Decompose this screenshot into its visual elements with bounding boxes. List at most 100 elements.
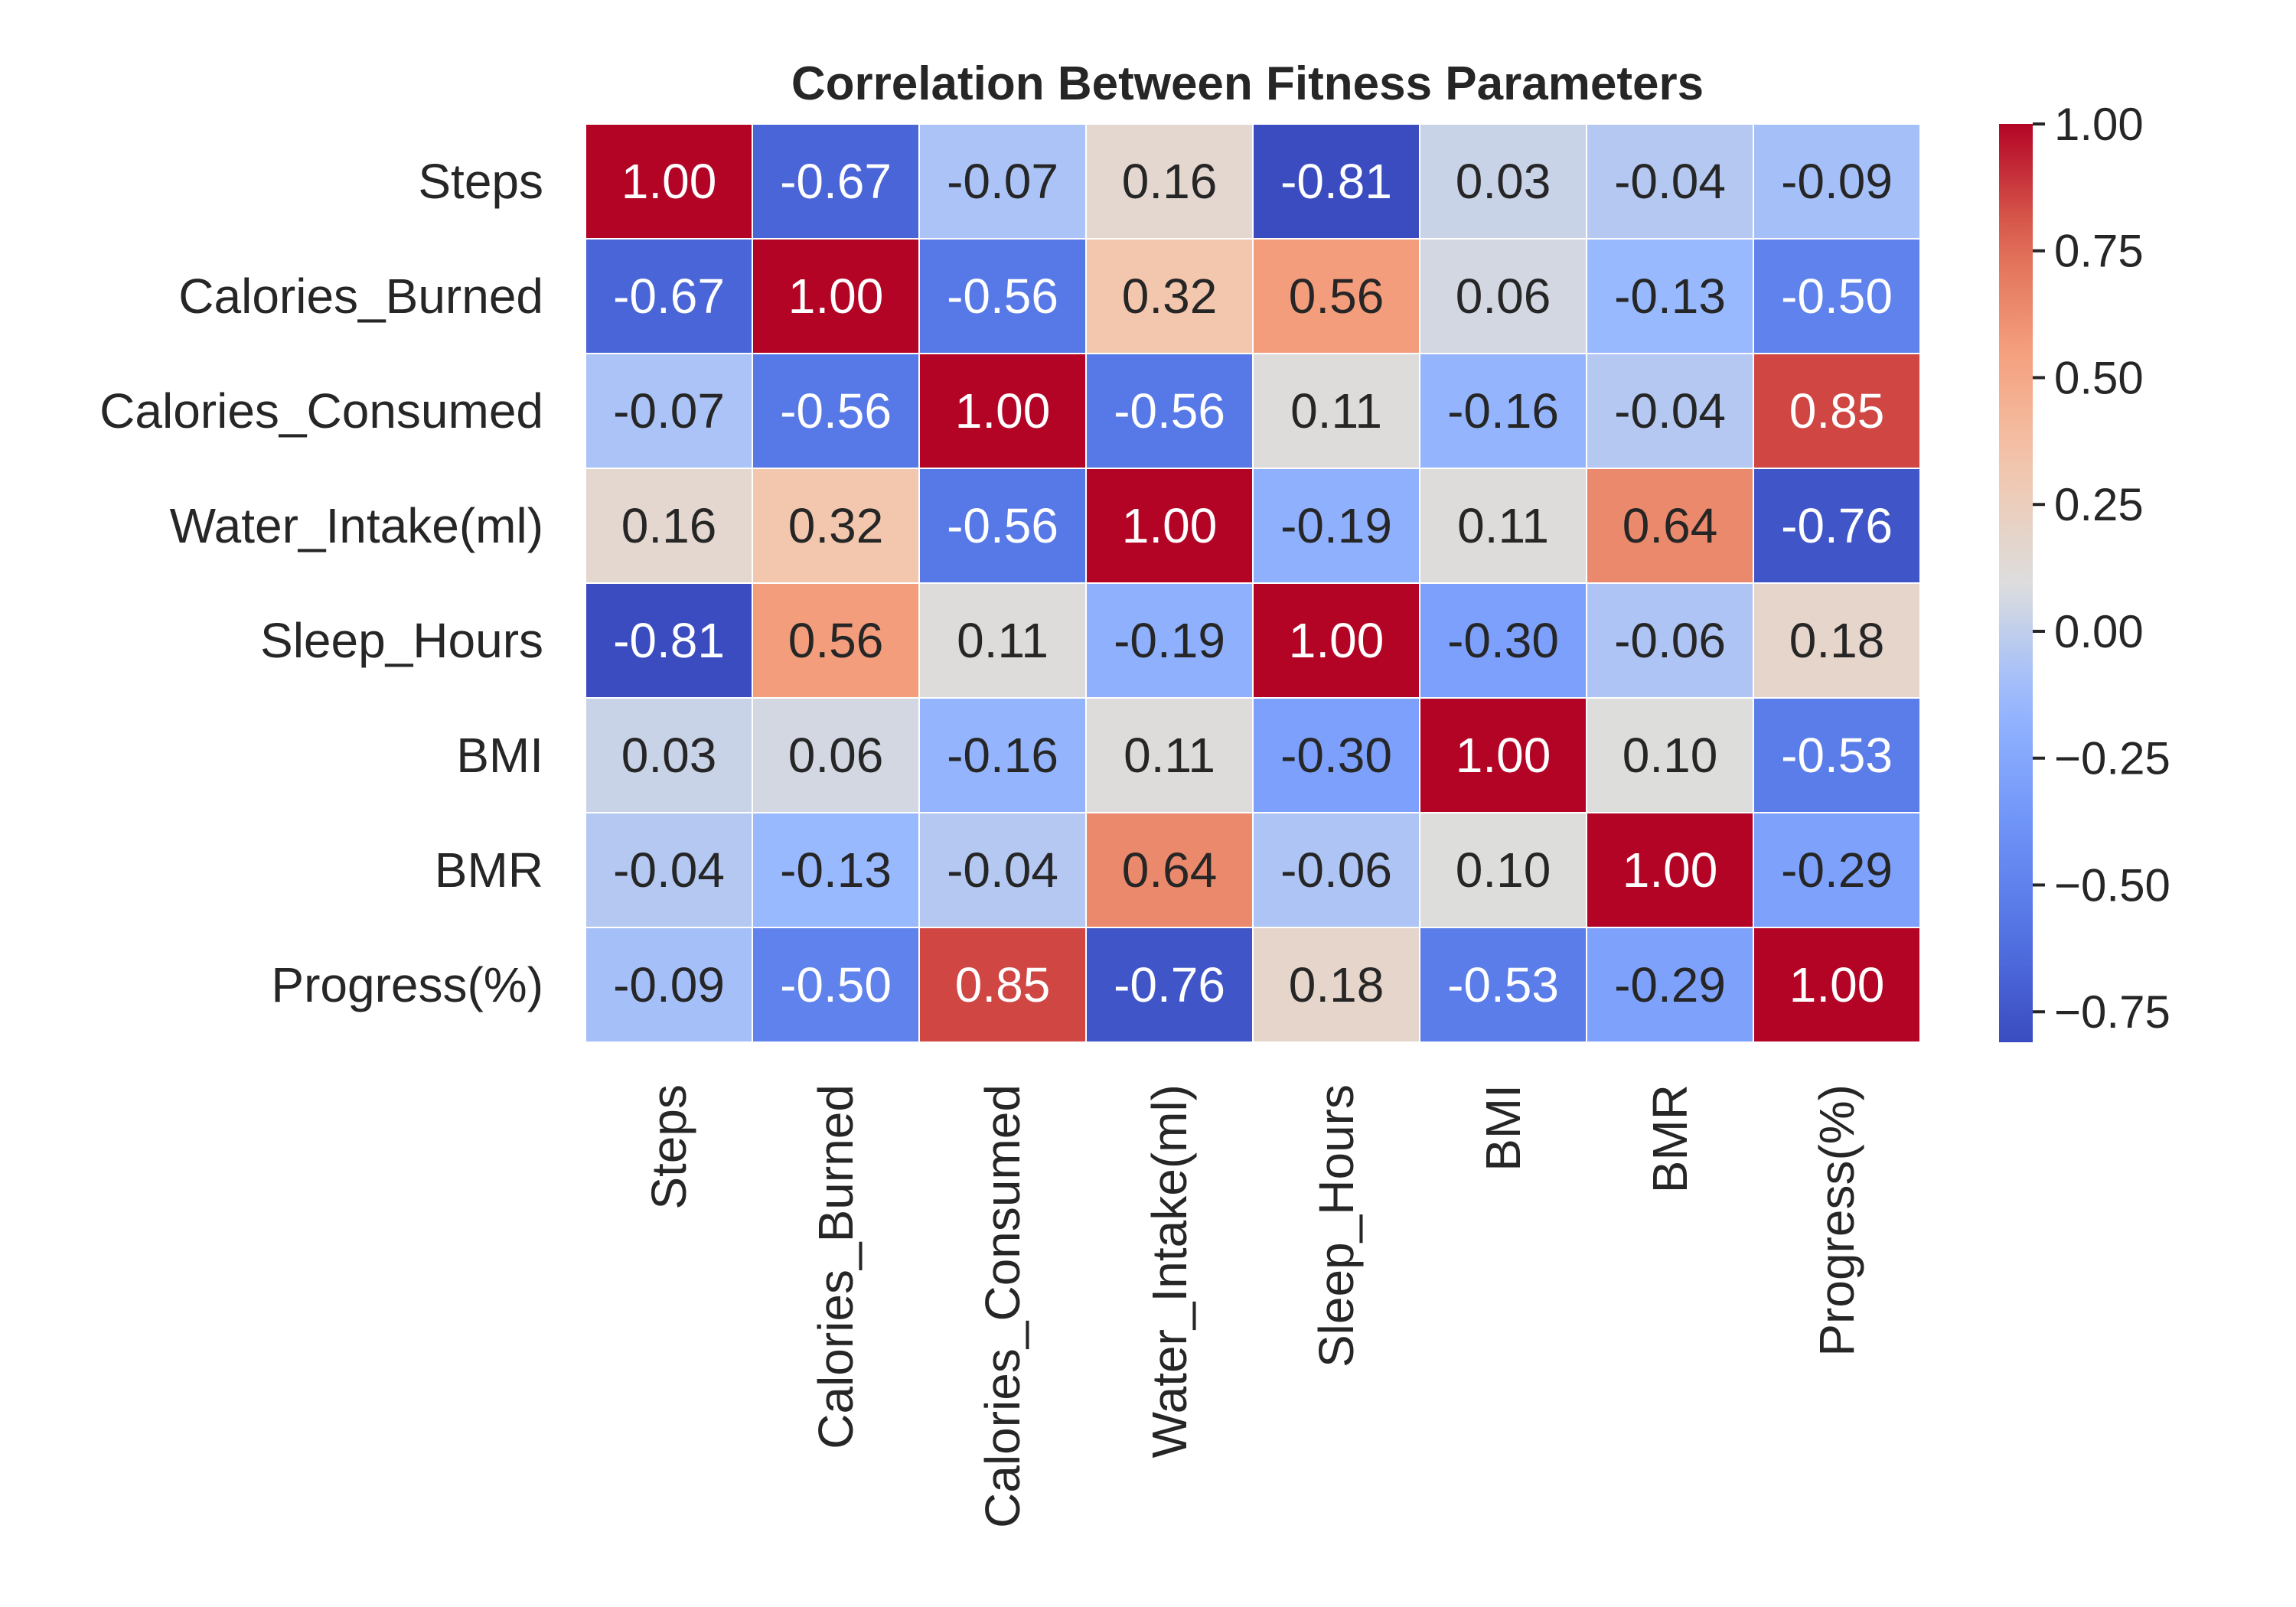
heatmap-cell: [585, 927, 753, 1043]
cell-value-label: -0.76: [1114, 957, 1225, 1012]
cell-value-label: -0.76: [1781, 498, 1893, 553]
cell-value-label: 0.56: [788, 613, 884, 668]
heatmap-cell: [1085, 468, 1254, 584]
x-tick-label: BMI: [1476, 1084, 1531, 1172]
cell-value-label: 1.00: [788, 269, 884, 324]
x-tick-label: Sleep_Hours: [1309, 1084, 1364, 1367]
cell-value-label: 0.16: [1122, 154, 1218, 209]
heatmap-cell: [1252, 238, 1420, 354]
cell-value-label: 0.03: [1456, 154, 1551, 209]
colorbar-tick-label: −0.25: [2054, 733, 2170, 784]
y-tick-label: BMI: [456, 728, 543, 783]
x-tick-label: BMR: [1642, 1084, 1698, 1193]
cell-value-label: 1.00: [955, 383, 1051, 438]
cell-value-label: -0.30: [1280, 728, 1392, 783]
heatmap-cell: [918, 353, 1087, 469]
cell-value-label: -0.56: [947, 269, 1058, 324]
heatmap-cell: [1085, 353, 1254, 469]
colorbar-tick-label: 0.50: [2054, 352, 2144, 403]
heatmap-cell: [1419, 927, 1587, 1043]
colorbar-tick-label: −0.50: [2054, 859, 2170, 911]
cell-value-label: -0.19: [1114, 613, 1225, 668]
heatmap-cell: [1586, 812, 1754, 928]
heatmap-cell: [752, 927, 920, 1043]
heatmap-cell: [1085, 927, 1254, 1043]
cell-value-label: 0.64: [1122, 843, 1218, 898]
x-tick-label: Calories_Consumed: [975, 1084, 1030, 1528]
heatmap-cell: [1753, 927, 1921, 1043]
cell-value-label: -0.19: [1280, 498, 1392, 553]
cell-value-label: 1.00: [1456, 728, 1551, 783]
cell-value-label: 0.85: [955, 957, 1051, 1012]
y-tick-label: Progress(%): [271, 957, 543, 1012]
colorbar-tick-label: 1.00: [2054, 99, 2144, 150]
cell-value-label: -0.50: [780, 957, 892, 1012]
heatmap-cell: [1586, 238, 1754, 354]
y-tick-label: Sleep_Hours: [260, 613, 543, 668]
heatmap-cell: [1085, 582, 1254, 699]
y-axis-tick-labels: Steps Calories_Burned Calories_Consumed Wat…: [99, 154, 543, 1012]
x-axis-tick-labels: Steps Calories_Burned Calories_Consumed Wat…: [641, 1084, 1864, 1528]
cell-value-label: 0.03: [621, 728, 717, 783]
heatmap-cell: [1753, 238, 1921, 354]
colorbar-tick-label: 0.25: [2054, 479, 2144, 530]
cell-value-label: -0.56: [1114, 383, 1225, 438]
heatmap-cell: [918, 812, 1087, 928]
cell-value-label: -0.07: [613, 383, 725, 438]
heatmap-cell: [585, 468, 753, 584]
cell-value-label: 0.10: [1456, 843, 1551, 898]
cell-value-label: 0.56: [1289, 269, 1384, 324]
y-tick-label: Calories_Consumed: [99, 383, 543, 438]
cell-value-label: 0.18: [1289, 957, 1384, 1012]
y-tick-label: Steps: [418, 154, 543, 209]
cell-value-label: 0.18: [1789, 613, 1885, 668]
heatmap-cell: [1252, 927, 1420, 1043]
heatmap-cell: [1753, 123, 1921, 240]
heatmap-cell: [1753, 582, 1921, 699]
heatmap-cell: [1419, 123, 1587, 240]
heatmap-cell: [752, 812, 920, 928]
cell-value-label: -0.56: [947, 498, 1058, 553]
heatmap-cell: [1252, 812, 1420, 928]
heatmap-cell: [1586, 468, 1754, 584]
cell-value-label: 0.11: [1290, 383, 1382, 438]
cell-value-label: -0.09: [613, 957, 725, 1012]
heatmap-cell: [1419, 582, 1587, 699]
cell-value-label: 0.11: [1457, 498, 1549, 553]
heatmap-cell: [1586, 697, 1754, 813]
heatmap-cell: [1419, 238, 1587, 354]
cell-value-label: -0.53: [1447, 957, 1559, 1012]
cell-value-label: 1.00: [621, 154, 717, 209]
heatmap-cell: [918, 123, 1087, 240]
heatmap-cell: [918, 697, 1087, 813]
x-tick-label: Steps: [641, 1084, 696, 1210]
heatmap-cell: [1586, 353, 1754, 469]
cell-value-label: -0.06: [1280, 843, 1392, 898]
heatmap-cell: [752, 353, 920, 469]
heatmap-cell: [1419, 353, 1587, 469]
cell-value-label: -0.56: [780, 383, 892, 438]
heatmap-cell: [1753, 812, 1921, 928]
cell-value-label: -0.81: [1280, 154, 1392, 209]
colorbar-gradient: [1999, 124, 2033, 1042]
cell-value-label: 0.06: [1456, 269, 1551, 324]
colorbar: 1.00 0.75 0.50 0.25 0.00 −0.25 −0.50 −0.75: [1999, 99, 2170, 1042]
cell-value-label: 0.64: [1623, 498, 1718, 553]
cell-value-label: 0.85: [1789, 383, 1885, 438]
cell-value-label: -0.29: [1781, 843, 1893, 898]
x-tick-label: Calories_Burned: [808, 1084, 863, 1449]
cell-value-label: -0.29: [1614, 957, 1726, 1012]
y-tick-label: BMR: [435, 843, 543, 898]
cell-value-label: -0.04: [947, 843, 1058, 898]
cell-value-label: 1.00: [1623, 843, 1718, 898]
cell-value-label: -0.04: [1614, 383, 1726, 438]
cell-value-label: 0.32: [1122, 269, 1218, 324]
cell-value-label: -0.50: [1781, 269, 1893, 324]
heatmap-cell: [1252, 468, 1420, 584]
cell-value-label: -0.67: [780, 154, 892, 209]
heatmap-cell: [1753, 353, 1921, 469]
x-tick-label: Progress(%): [1809, 1084, 1864, 1357]
colorbar-tick-label: −0.75: [2054, 986, 2170, 1038]
heatmap-cell: [918, 927, 1087, 1043]
